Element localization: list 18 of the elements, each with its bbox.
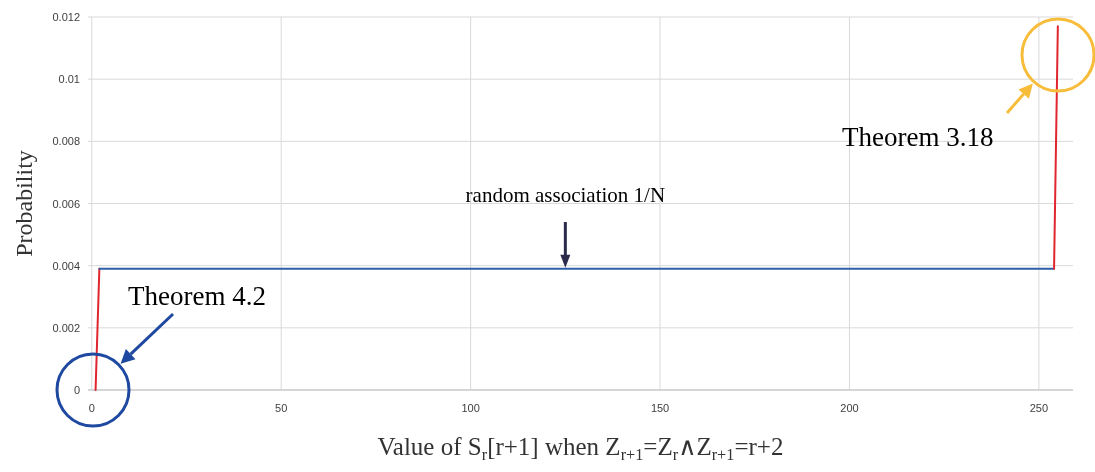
y-tick-label: 0.012 [52,11,80,23]
x-tick-label: 0 [88,402,95,414]
x-tick-label: 200 [840,402,859,414]
annotation: Theorem 3.18 [842,122,994,152]
annotation: random association 1/N [465,183,666,207]
x-tick-label: 150 [650,402,670,414]
y-tick-label: 0.006 [52,197,80,210]
y-tick-label: 0.004 [52,259,80,272]
y-tick-label: 0.002 [52,321,80,334]
y-tick-label: 0.008 [52,135,80,148]
y-tick-label: 0 [73,384,80,396]
x-tick-label: 100 [461,402,480,414]
x-tick-label: 250 [1029,402,1049,414]
y-axis-title: Probability [11,150,37,257]
text: Value of S$_{r}$[r+1] when Z$_{r+1}$=Z$_{r}$∧Z$_{r+1}$=r+2 [377,433,784,464]
x-tick-label: 50 [275,402,288,414]
y-tick-label: 0.01 [58,73,80,86]
annotation: Theorem 4.2 [128,281,266,311]
